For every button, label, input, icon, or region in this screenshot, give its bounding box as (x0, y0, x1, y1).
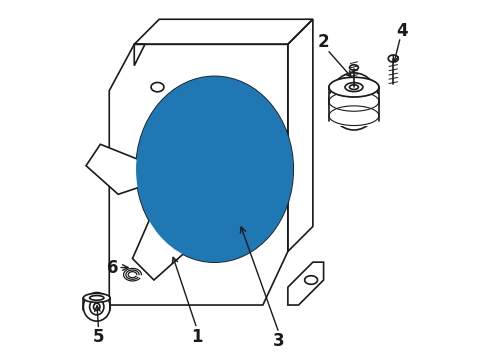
Ellipse shape (329, 77, 379, 97)
Ellipse shape (388, 55, 398, 62)
Ellipse shape (349, 85, 358, 89)
Ellipse shape (190, 134, 254, 212)
Polygon shape (329, 94, 379, 126)
Polygon shape (86, 144, 172, 194)
Ellipse shape (345, 83, 363, 91)
Ellipse shape (136, 76, 293, 262)
Ellipse shape (90, 296, 104, 300)
Ellipse shape (94, 303, 100, 310)
Polygon shape (183, 179, 218, 221)
Ellipse shape (83, 293, 110, 321)
Ellipse shape (168, 109, 275, 237)
Ellipse shape (160, 167, 183, 193)
Polygon shape (213, 185, 237, 240)
Text: 5: 5 (93, 328, 104, 346)
Ellipse shape (166, 173, 178, 187)
Ellipse shape (190, 134, 254, 212)
Text: 6: 6 (107, 258, 119, 276)
Polygon shape (132, 180, 186, 280)
Ellipse shape (160, 167, 183, 193)
Polygon shape (230, 148, 274, 173)
Polygon shape (167, 152, 212, 183)
Polygon shape (192, 116, 220, 165)
Text: 2: 2 (318, 33, 329, 51)
Polygon shape (221, 108, 246, 162)
Text: 3: 3 (273, 333, 285, 351)
Ellipse shape (329, 73, 379, 130)
Text: 4: 4 (396, 22, 408, 40)
Polygon shape (165, 84, 218, 180)
Ellipse shape (166, 173, 177, 187)
Ellipse shape (206, 153, 238, 193)
Ellipse shape (90, 299, 104, 315)
Polygon shape (228, 175, 269, 211)
Ellipse shape (349, 65, 358, 70)
Ellipse shape (83, 293, 110, 302)
Text: 1: 1 (191, 328, 202, 346)
